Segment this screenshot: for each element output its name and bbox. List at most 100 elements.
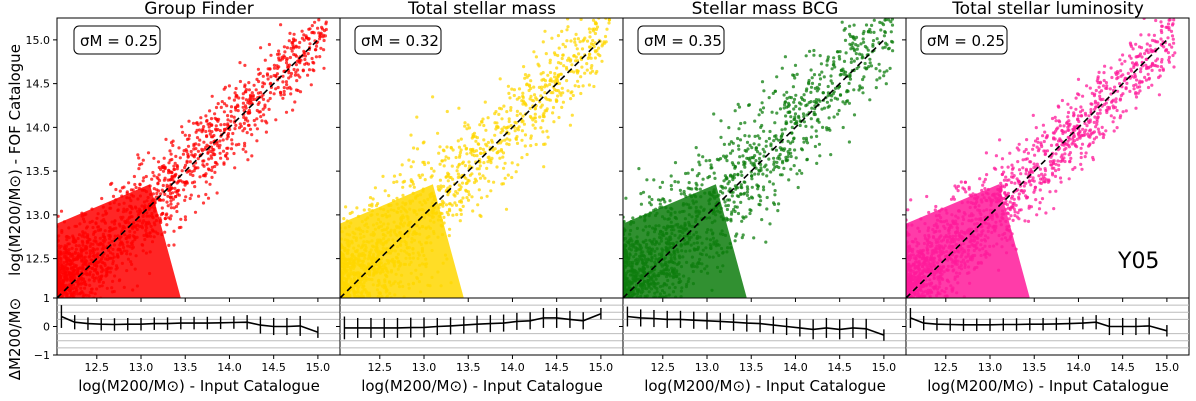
data-point [712,171,716,175]
data-point [750,177,754,181]
data-point [210,130,214,134]
data-point [639,202,644,206]
data-point [188,172,192,176]
data-point [576,79,580,83]
data-point [660,180,665,184]
data-point [501,155,505,159]
data-point [788,147,792,152]
data-point [669,187,674,191]
data-point [632,302,635,305]
data-point [204,180,208,184]
data-point [225,104,229,108]
data-point [346,348,349,351]
data-point [449,145,453,150]
data-point [349,301,352,304]
data-point [183,183,187,187]
data-point [339,309,342,312]
data-point [213,116,217,120]
data-point [300,36,304,40]
data-point [56,384,59,387]
data-point [247,81,251,85]
data-point [360,308,363,311]
data-point [378,316,381,319]
data-point [573,84,577,88]
data-point [214,161,218,165]
data-point [114,187,118,192]
data-point [772,139,776,143]
data-point [568,123,573,127]
data-point [183,215,187,219]
data-point [165,183,169,187]
data-point [592,29,596,33]
data-point [233,127,237,131]
data-point [238,79,242,84]
data-point [723,200,727,204]
data-point [276,85,280,90]
data-point [588,30,592,34]
data-point [307,27,311,31]
data-point [871,39,876,43]
data-point [272,73,276,78]
data-point [621,359,624,362]
data-point [454,203,459,207]
data-point [537,64,541,68]
data-point [543,83,548,87]
data-point [595,13,598,16]
data-point [293,73,297,77]
data-point [652,301,655,304]
data-point [445,109,449,114]
data-point [290,49,294,53]
data-point [346,307,349,310]
data-point [372,307,375,310]
data-point [786,139,790,143]
data-point [194,121,199,125]
data-point [527,83,532,87]
data-point [218,129,222,133]
data-point [579,91,583,96]
data-point [259,115,263,119]
data-point [533,106,538,111]
data-point [339,313,342,316]
data-point [187,133,191,138]
data-point [826,84,830,89]
data-point [197,194,201,198]
data-point [576,37,581,41]
data-point [457,106,461,110]
data-point [630,358,633,361]
dense-point-cloud [340,184,464,298]
data-point [459,137,463,141]
data-point [165,212,169,216]
data-point [169,199,173,203]
data-point [799,147,804,151]
data-point [407,158,411,162]
data-point [250,133,254,137]
data-point [829,153,833,157]
data-point [637,361,640,364]
data-point [465,127,469,131]
data-point [192,154,196,158]
data-point [231,131,235,136]
data-point [65,298,68,301]
data-point [663,200,667,204]
data-point [769,170,773,174]
data-point [261,74,265,78]
data-point [182,188,186,192]
data-point [63,306,66,309]
data-point [785,96,789,100]
data-point [76,308,79,311]
data-point [436,185,440,189]
data-point [630,368,633,371]
data-point [541,130,545,134]
data-point [289,71,294,76]
data-point [566,89,570,93]
data-point [562,64,566,68]
data-point [181,152,185,156]
data-point [187,169,191,173]
data-point [341,307,344,310]
data-point [196,157,200,161]
data-point [348,306,351,309]
data-point [775,75,779,79]
data-point [59,301,62,304]
data-point [274,87,278,91]
data-point [213,164,217,169]
